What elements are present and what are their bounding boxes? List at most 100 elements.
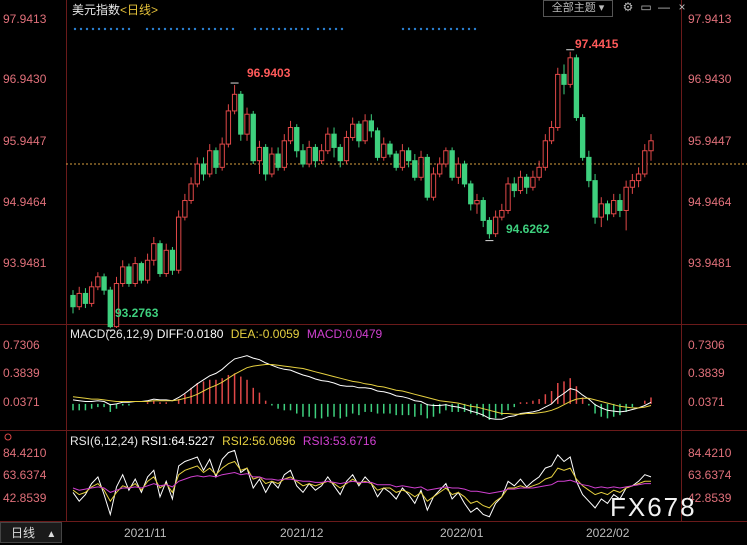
candle-body (586, 156, 592, 182)
candle-body (250, 113, 256, 162)
macd-axis-right-label: 0.3839 (688, 366, 725, 380)
candle-body (138, 263, 145, 281)
candle-body (95, 276, 101, 288)
event-dot (455, 27, 459, 31)
candle-body (113, 282, 120, 328)
candle-body (468, 183, 474, 205)
candle-body (157, 243, 163, 275)
event-dot (306, 27, 310, 31)
price-axis-left-label: 95.9447 (3, 134, 47, 148)
period-label: <日线> (120, 3, 159, 17)
candle-body (101, 276, 107, 291)
event-dot (289, 27, 293, 31)
candle-body (443, 150, 449, 165)
window-restore-icon[interactable]: ▭ (640, 0, 652, 14)
event-dot (79, 27, 83, 31)
event-dot (271, 27, 275, 31)
macd-axis-left-label: 0.0371 (3, 395, 40, 409)
low-label: 94.6262 (506, 222, 550, 236)
rsi2-value: RSI2:56.0696 (222, 434, 296, 448)
event-dot (316, 27, 320, 31)
rsi-params: RSI(6,12,24) (70, 434, 139, 448)
event-dot (207, 27, 211, 31)
event-marker-row (73, 27, 477, 31)
candle-body (300, 150, 306, 165)
candle-body (343, 136, 350, 162)
candle-body (200, 163, 207, 175)
candle-body (611, 200, 617, 215)
candle-body (629, 180, 636, 188)
candle-body (76, 292, 82, 308)
event-dot (259, 27, 263, 31)
event-dot (407, 27, 411, 31)
event-dot (127, 27, 131, 31)
candle-body (151, 243, 157, 261)
price-axis-right-label: 94.9464 (688, 195, 732, 209)
candle-body (486, 219, 493, 235)
macd-dea-line (72, 364, 652, 415)
price-axis-right-label: 96.9430 (688, 72, 732, 86)
rsi-legend: RSI(6,12,24) RSI1:64.5227 RSI2:56.0696 R… (70, 434, 376, 448)
event-dot (334, 27, 338, 31)
candle-body (561, 73, 567, 85)
candle-body (325, 133, 331, 152)
candle-body (294, 127, 300, 152)
event-dot (109, 27, 113, 31)
candle-body (175, 216, 182, 271)
close-icon[interactable]: × (678, 0, 686, 14)
event-dot (340, 27, 344, 31)
event-dot (300, 27, 304, 31)
macd-macd-value: MACD:0.0479 (306, 327, 383, 341)
candle-body (70, 294, 76, 308)
event-dot (231, 27, 235, 31)
candle-body (579, 117, 586, 158)
candle-body (82, 292, 89, 304)
candle-body (474, 200, 480, 205)
rsi-axis-left-label: 42.8539 (3, 491, 47, 505)
candle-body (126, 266, 132, 284)
price-axis-right-label: 97.9413 (688, 12, 732, 26)
candle-body (169, 249, 176, 271)
candle-body (573, 57, 580, 119)
candle-body (318, 150, 325, 162)
event-dot (85, 27, 89, 31)
event-dot (219, 27, 223, 31)
event-dot (401, 27, 405, 31)
macd-axis-left-label: 0.3839 (3, 366, 40, 380)
macd-histogram (72, 373, 652, 420)
period-tab[interactable]: 日线 ▲ (0, 522, 62, 543)
candle-body (374, 130, 381, 158)
event-dot (328, 27, 332, 31)
candle-body (262, 146, 269, 175)
event-dot (181, 27, 185, 31)
settings-icon[interactable]: ⚙ (622, 0, 634, 14)
extreme-markers (106, 49, 575, 331)
event-dot (157, 27, 161, 31)
macd-diff-value: DIFF:0.0180 (156, 327, 224, 341)
macd-axis-left-label: 0.7306 (3, 338, 40, 352)
x-axis-label: 2022/02 (586, 526, 630, 540)
event-dot (473, 27, 477, 31)
event-dot (175, 27, 179, 31)
macd-dea-value: DEA:-0.0059 (230, 327, 300, 341)
candle-body (517, 176, 524, 192)
candle-body (511, 183, 517, 192)
candle-body (542, 140, 549, 168)
candle-body (424, 156, 430, 198)
candle-body (418, 156, 424, 178)
candle-body (306, 146, 312, 165)
event-dot (437, 27, 441, 31)
candle-body (480, 200, 486, 221)
event-dot (213, 27, 217, 31)
price-axis-left-label: 96.9430 (3, 72, 47, 86)
candle-body (623, 186, 629, 211)
candle-body (399, 150, 406, 168)
event-dot (73, 27, 77, 31)
minimize-icon[interactable]: — (658, 0, 670, 14)
candle-body (337, 146, 343, 162)
rsi-axis-right-label: 42.8539 (688, 491, 732, 505)
candle-body (269, 153, 275, 175)
rsi-axis-right-label: 63.6374 (688, 468, 732, 482)
theme-menu-button[interactable]: 全部主题 ▾ (543, 0, 613, 17)
candle-body (244, 113, 250, 135)
